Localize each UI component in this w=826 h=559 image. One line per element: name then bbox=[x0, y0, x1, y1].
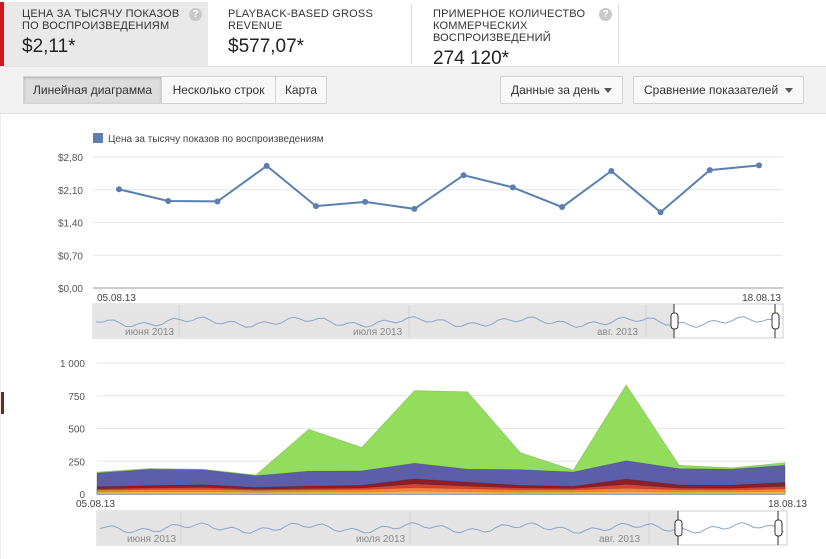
area-y-ticks: 1 000 750 500 250 0 bbox=[60, 359, 85, 501]
data-point bbox=[411, 205, 418, 212]
data-point bbox=[608, 168, 615, 175]
selected-accent bbox=[0, 2, 4, 66]
line-chart: Цена за тысячу показов по воспроизведени… bbox=[58, 133, 783, 304]
data-point bbox=[509, 184, 516, 191]
y-tick-label: 1 000 bbox=[60, 359, 85, 370]
data-point bbox=[263, 162, 270, 169]
chart-panel: Цена за тысячу показов по воспроизведени… bbox=[0, 114, 826, 559]
metric-card-gross-revenue[interactable]: PLAYBACK-BASED GROSS REVENUE $577,07* bbox=[208, 2, 411, 66]
y-tick-label: $0,00 bbox=[58, 284, 83, 295]
granularity-dropdown[interactable]: Данные за день bbox=[500, 76, 623, 104]
metric-title: PLAYBACK-BASED GROSS REVENUE bbox=[228, 8, 374, 32]
y-tick-label: 750 bbox=[68, 392, 85, 403]
timeline-navigator[interactable]: июня 2013 июля 2013 авг. 2013 bbox=[92, 303, 784, 339]
y-tick-label: 500 bbox=[68, 425, 85, 436]
chart-toolbar: Линейная диаграмма Несколько строк Карта… bbox=[0, 66, 826, 114]
tab-line-chart[interactable]: Линейная диаграмма bbox=[23, 76, 162, 104]
legend-label: Цена за тысячу показов по воспроизведени… bbox=[108, 134, 324, 145]
metric-card-cpm[interactable]: ЦЕНА ЗА ТЫСЯЧУ ПОКАЗОВ ПО ВОСПРОИЗВЕДЕНИ… bbox=[0, 2, 208, 66]
x-start-label: 05.08.13 bbox=[97, 293, 136, 304]
x-end-label: 18.08.13 bbox=[768, 499, 807, 510]
metric-title: ЦЕНА ЗА ТЫСЯЧУ ПОКАЗОВ ПО ВОСПРОИЗВЕДЕНИ… bbox=[22, 8, 180, 32]
tab-multiple-lines[interactable]: Несколько строк bbox=[161, 76, 276, 104]
data-point bbox=[706, 167, 713, 174]
y-tick-label: 250 bbox=[68, 457, 85, 468]
data-point bbox=[312, 203, 319, 210]
y-tick-label: $1,40 bbox=[58, 219, 83, 230]
area-series bbox=[96, 490, 786, 495]
data-point bbox=[165, 197, 172, 204]
compare-label: Сравнение показателей bbox=[644, 83, 779, 97]
x-start-label: 05.08.13 bbox=[76, 499, 115, 510]
metrics-bar: ЦЕНА ЗА ТЫСЯЧУ ПОКАЗОВ ПО ВОСПРОИЗВЕДЕНИ… bbox=[0, 0, 826, 69]
help-icon[interactable]: ? bbox=[189, 8, 202, 21]
side-marker bbox=[1, 392, 4, 414]
data-point bbox=[657, 209, 664, 216]
series-line bbox=[118, 164, 760, 214]
y-tick-label: $2,80 bbox=[58, 153, 83, 164]
data-point bbox=[559, 204, 566, 211]
range-handle-right[interactable] bbox=[771, 312, 780, 330]
divider bbox=[618, 4, 619, 64]
tab-map[interactable]: Карта bbox=[275, 76, 327, 104]
line-points bbox=[116, 162, 762, 216]
metric-value: 274 120* bbox=[433, 48, 510, 69]
month-label: июля 2013 bbox=[353, 327, 403, 338]
stacked-area-chart: 1 000 750 500 250 0 05.08.13 18.08.13 bbox=[60, 359, 807, 510]
data-point bbox=[460, 172, 467, 179]
legend-swatch bbox=[93, 133, 103, 143]
metric-card-monetized-playbacks[interactable]: ПРИМЕРНОЕ КОЛИЧЕСТВО КОММЕРЧЕСКИХ ВОСПРО… bbox=[412, 2, 618, 69]
data-point bbox=[362, 198, 369, 205]
month-label: июня 2013 bbox=[125, 327, 174, 338]
line-grid bbox=[93, 156, 783, 289]
compare-metrics-dropdown[interactable]: Сравнение показателей bbox=[633, 76, 804, 104]
month-label: авг. 2013 bbox=[597, 327, 639, 338]
divider bbox=[411, 4, 412, 64]
y-tick-label: $2,10 bbox=[58, 186, 83, 197]
navigator-sparkline bbox=[99, 521, 785, 534]
month-label: авг. 2013 bbox=[599, 534, 641, 545]
navigator-unselected bbox=[98, 512, 678, 544]
x-end-label: 18.08.13 bbox=[742, 293, 781, 304]
metric-value: $577,07* bbox=[228, 36, 305, 57]
navigator-sparkline bbox=[95, 316, 781, 328]
chevron-down-icon bbox=[604, 88, 612, 93]
chevron-down-icon bbox=[785, 88, 793, 93]
y-tick-label: 0 bbox=[79, 490, 85, 501]
timeline-navigator[interactable]: июня 2013 июля 2013 авг. 2013 bbox=[96, 510, 788, 546]
data-point bbox=[214, 198, 221, 205]
range-handle-left[interactable] bbox=[674, 519, 683, 537]
help-icon[interactable]: ? bbox=[599, 8, 612, 21]
metric-value: $2,11* bbox=[22, 36, 76, 57]
data-point bbox=[116, 186, 122, 193]
month-label: июля 2013 bbox=[356, 534, 406, 545]
range-handle-left[interactable] bbox=[670, 312, 679, 330]
month-label: июня 2013 bbox=[127, 534, 176, 545]
metric-title: ПРИМЕРНОЕ КОЛИЧЕСТВО КОММЕРЧЕСКИХ ВОСПРО… bbox=[433, 8, 586, 44]
range-handle-right[interactable] bbox=[774, 519, 783, 537]
granularity-label: Данные за день bbox=[511, 83, 600, 97]
area-layers bbox=[96, 383, 786, 495]
data-point bbox=[756, 162, 762, 169]
line-y-ticks: $2,80 $2,10 $1,40 $0,70 $0,00 bbox=[58, 153, 83, 295]
y-tick-label: $0,70 bbox=[58, 251, 83, 262]
charts-svg: Цена за тысячу показов по воспроизведени… bbox=[58, 133, 807, 546]
